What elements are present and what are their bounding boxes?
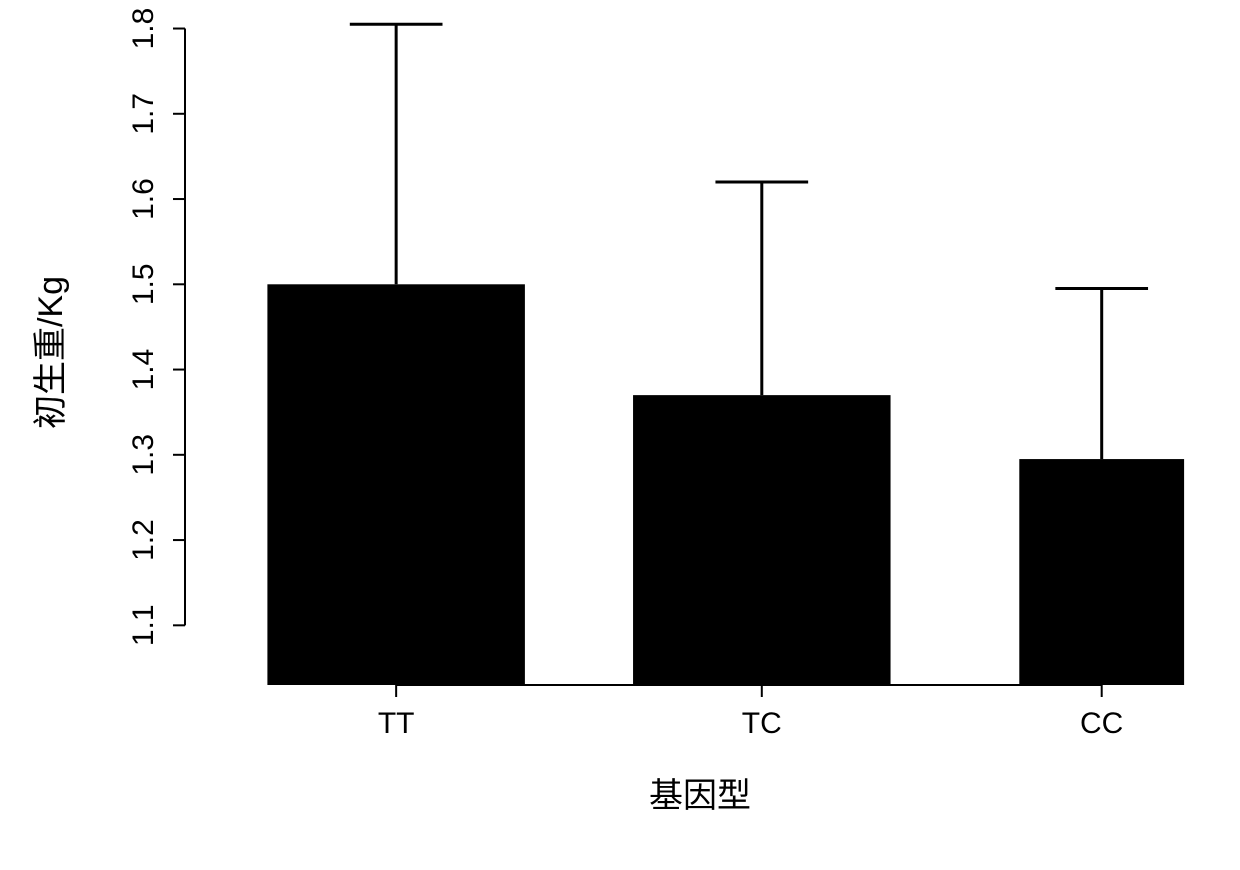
y-tick-label: 1.7 bbox=[127, 93, 160, 135]
y-tick-label: 1.1 bbox=[127, 604, 160, 646]
y-axis-title: 初生重/Kg bbox=[32, 276, 70, 429]
y-tick-label: 1.2 bbox=[127, 519, 160, 561]
chart-svg: 1.1 1.2 1.3 1.4 1.5 1.6 1.7 1.8 初生重/Kg TT TC CC 基因型 bbox=[0, 0, 1240, 870]
bar-TC bbox=[633, 395, 891, 685]
x-axis-title: 基因型 bbox=[649, 777, 751, 815]
x-tick-label: TC bbox=[742, 707, 782, 740]
x-tick-label: TT bbox=[378, 707, 415, 740]
bar-CC bbox=[1019, 459, 1184, 685]
x-tick-label: CC bbox=[1080, 707, 1123, 740]
bar-TT bbox=[267, 284, 525, 685]
bar-chart: 1.1 1.2 1.3 1.4 1.5 1.6 1.7 1.8 初生重/Kg TT TC CC 基因型 bbox=[0, 0, 1240, 870]
y-tick-label: 1.4 bbox=[127, 349, 160, 391]
y-tick-label: 1.3 bbox=[127, 434, 160, 476]
y-tick-label: 1.8 bbox=[127, 8, 160, 50]
y-tick-label: 1.6 bbox=[127, 178, 160, 220]
y-tick-label: 1.5 bbox=[127, 263, 160, 305]
